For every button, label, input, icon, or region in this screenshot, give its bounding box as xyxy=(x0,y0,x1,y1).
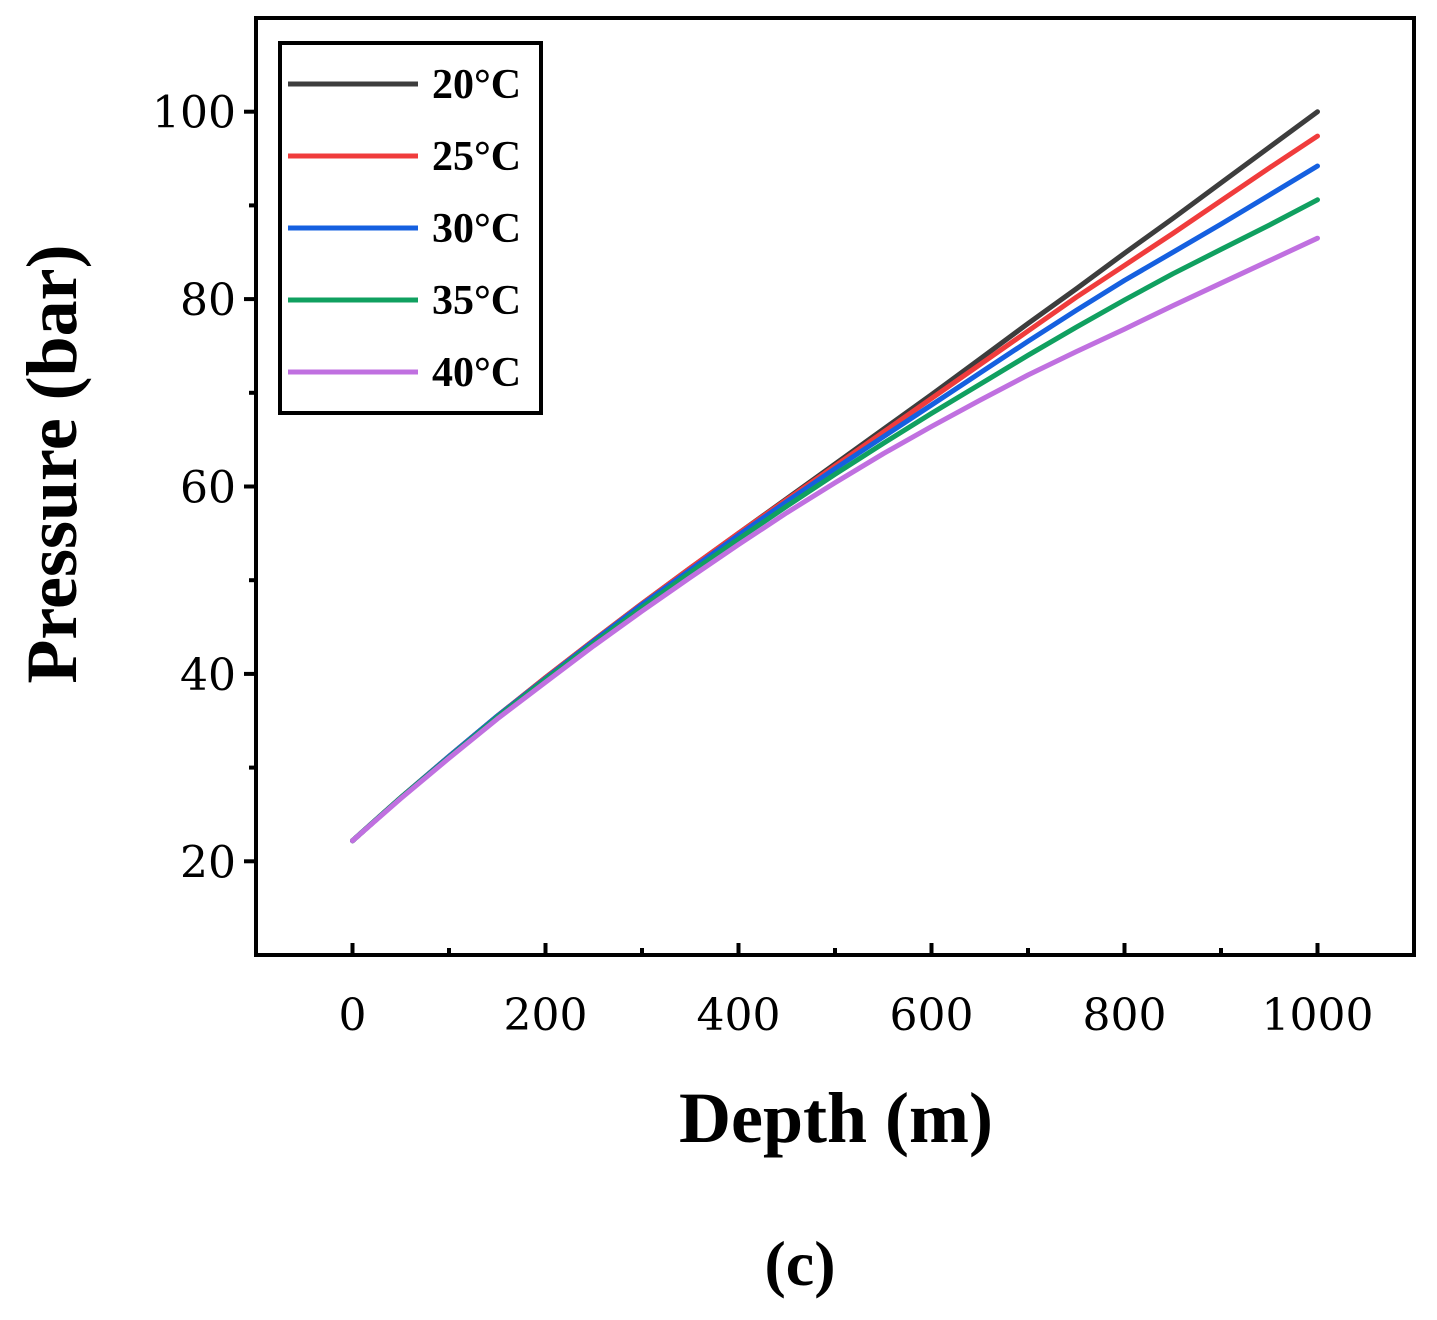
legend-label: 25°C xyxy=(432,134,521,180)
y-tick-label: 60 xyxy=(180,463,236,514)
x-tick-label: 1000 xyxy=(1262,990,1374,1041)
x-tick-label: 400 xyxy=(697,990,781,1041)
y-tick-label: 20 xyxy=(180,837,236,888)
legend-label: 20°C xyxy=(432,62,521,108)
legend-label: 40°C xyxy=(432,350,521,396)
x-axis-title: Depth (m) xyxy=(679,1078,993,1158)
y-tick-label: 40 xyxy=(180,650,236,701)
x-tick-label: 200 xyxy=(504,990,588,1041)
y-tick-label: 80 xyxy=(180,275,236,326)
legend: 20°C 25°C 30°C 35°C 40°C xyxy=(278,41,543,415)
legend-label: 35°C xyxy=(432,278,521,324)
y-axis-title: Pressure (bar) xyxy=(12,244,92,683)
y-tick-label: 100 xyxy=(152,88,236,139)
series-lines xyxy=(350,109,1320,844)
legend-label: 30°C xyxy=(432,206,521,252)
axes: 0 200 400 600 800 1000 20 40 60 80 100 xyxy=(152,16,1416,1041)
x-tick-label: 800 xyxy=(1083,990,1167,1041)
series-line-40c xyxy=(350,235,1320,844)
panel-label: (c) xyxy=(764,1228,835,1299)
x-tick-label: 600 xyxy=(890,990,974,1041)
axis-labels: Depth (m) Pressure (bar) (c) xyxy=(12,244,993,1299)
x-tick-label: 0 xyxy=(339,990,367,1041)
